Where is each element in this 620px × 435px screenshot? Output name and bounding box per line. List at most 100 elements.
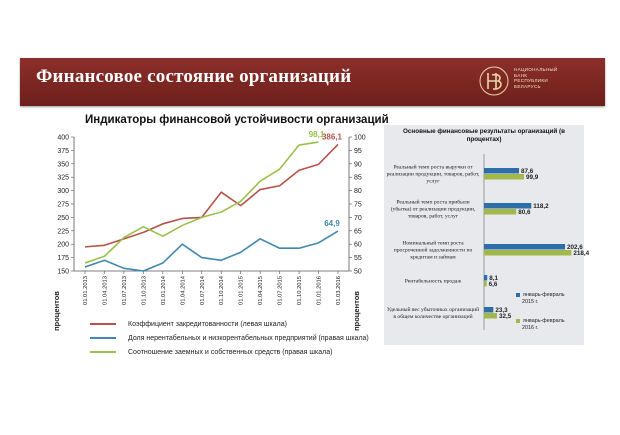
- legend-swatch: [90, 323, 116, 326]
- page-title: Финансовое состояние организаций: [36, 66, 352, 87]
- bar: [484, 307, 494, 313]
- legend-label: Коэффициент закредитованности (левая шка…: [128, 321, 287, 328]
- y-right-axis-label: процентов: [352, 291, 361, 331]
- legend-swatch: [90, 351, 116, 354]
- x-tick-label: 01.07.2014: [200, 275, 206, 305]
- category-label: в общем количестве организаций: [393, 313, 472, 320]
- panel-legend-item: январь-февраль 2015 г.: [516, 292, 565, 306]
- y-tick-label: 400: [57, 135, 69, 142]
- x-tick-label: 01.10.2013: [141, 276, 147, 305]
- y-tick-label: 200: [57, 242, 69, 249]
- category-label: просроченной задолженности по: [394, 247, 473, 254]
- bar: [484, 313, 497, 319]
- x-tick-label: 01.03.2016: [336, 276, 342, 305]
- bar-value-label: 99,9: [526, 174, 539, 181]
- x-tick-label: 01.10.2015: [297, 276, 303, 305]
- data-label: 98,1: [309, 130, 325, 139]
- y-right-tick-label: 80: [354, 188, 362, 195]
- category-label: Реальный темп роста выручки от: [393, 164, 473, 171]
- y-right-tick-label: 95: [354, 148, 362, 155]
- y-tick-label: 225: [57, 228, 69, 235]
- legend-label: 2016 г.: [522, 325, 539, 331]
- bar-value-label: 32,5: [499, 313, 512, 320]
- category-label: услуг: [426, 179, 440, 185]
- category-label: Удельный вес убыточных организаций: [387, 306, 479, 313]
- y-right-tick-label: 60: [354, 242, 362, 249]
- data-label: 64,9: [324, 219, 340, 228]
- y-tick-label: 300: [57, 188, 69, 195]
- national-bank-logo-icon: [479, 66, 509, 96]
- category-label: (убытка) от реализации продукции,: [391, 206, 476, 213]
- y-right-tick-label: 55: [354, 255, 362, 262]
- bar: [484, 250, 572, 256]
- title-banner: Финансовое состояние организаций Национа…: [20, 58, 605, 106]
- legend-item: Соотношение заемных и собственных средст…: [90, 349, 332, 356]
- x-tick-label: 01.01.2016: [317, 276, 323, 305]
- logo-text-line: Национальный: [514, 67, 558, 72]
- bar-value-label: 118,2: [533, 203, 549, 210]
- y-right-tick-label: 70: [354, 215, 362, 222]
- bar: [484, 174, 524, 180]
- y-right-tick-label: 100: [354, 135, 366, 142]
- panel-legend-item: январь-февраль 2016 г.: [516, 318, 565, 332]
- bar-value-label: 87,6: [521, 168, 534, 175]
- legend-swatch: [516, 319, 520, 323]
- legend-label: 2015 г.: [522, 299, 539, 305]
- bar-value-label: 80,6: [518, 209, 531, 216]
- bar-value-label: 218,4: [573, 250, 589, 257]
- y-tick-label: 175: [57, 255, 69, 262]
- legend-label: январь-февраль: [523, 292, 565, 298]
- y-right-tick-label: 75: [354, 202, 362, 209]
- series-line: [84, 143, 339, 248]
- y-right-tick-label: 85: [354, 175, 362, 182]
- logo-text-line: Беларусь: [514, 83, 541, 89]
- series-line: [84, 230, 339, 272]
- legend-swatch: [90, 337, 116, 340]
- bar: [484, 203, 532, 209]
- x-tick-label: 01.04.2013: [102, 276, 108, 305]
- category-label: товаров, работ, услуг: [408, 213, 459, 220]
- bar-value-label: 6,6: [489, 281, 498, 288]
- legend-label: январь-февраль: [523, 318, 565, 324]
- y-tick-label: 250: [57, 215, 69, 222]
- x-tick-label: 01.01.2015: [239, 276, 245, 305]
- bar: [484, 275, 488, 281]
- legend-item: Коэффициент закредитованности (левая шка…: [90, 321, 287, 328]
- bar: [484, 168, 520, 174]
- legend-label: Доля нерентабельных и низкорентабельных …: [128, 335, 369, 342]
- x-tick-label: 01.04.2015: [258, 276, 264, 305]
- series-line: [84, 141, 319, 264]
- data-label: 386,1: [322, 132, 343, 141]
- legend-label: Соотношение заемных и собственных средст…: [128, 349, 333, 356]
- bar: [484, 244, 566, 250]
- x-tick-label: 01.07.2013: [122, 276, 128, 305]
- legend-item: Доля нерентабельных и низкорентабельных …: [90, 335, 369, 342]
- bar: [484, 281, 487, 287]
- bar-value-label: 202,6: [567, 244, 583, 251]
- logo-text-line: банк: [514, 72, 528, 78]
- y-right-tick-label: 90: [354, 161, 362, 168]
- y-tick-label: 375: [57, 148, 69, 155]
- category-label: Реальный темп роста прибыли: [396, 199, 469, 206]
- y-axis-label: процентов: [52, 291, 61, 331]
- category-label: кредитам и займам: [410, 254, 456, 261]
- category-label: Рентабельность продаж: [405, 278, 462, 285]
- category-label: Номинальный темп роста: [402, 240, 464, 247]
- y-tick-label: 325: [57, 175, 69, 182]
- x-tick-label: 01.07.2015: [278, 276, 284, 305]
- chart-title: Индикаторы финансовой устойчивости орган…: [85, 114, 389, 126]
- x-tick-label: 01.04.2014: [180, 275, 186, 305]
- y-tick-label: 150: [57, 269, 69, 276]
- y-tick-label: 350: [57, 161, 69, 168]
- y-right-tick-label: 65: [354, 228, 362, 235]
- x-tick-label: 01.01.2013: [83, 276, 89, 305]
- y-right-tick-label: 50: [354, 269, 362, 276]
- legend-swatch: [516, 293, 520, 297]
- bar: [484, 209, 517, 215]
- panel-title: Основные финансовые результаты организац…: [403, 128, 565, 143]
- x-tick-label: 01.01.2014: [161, 275, 167, 305]
- logo-text: Национальный банк Республики Беларусь: [514, 67, 557, 89]
- y-tick-label: 275: [57, 202, 69, 209]
